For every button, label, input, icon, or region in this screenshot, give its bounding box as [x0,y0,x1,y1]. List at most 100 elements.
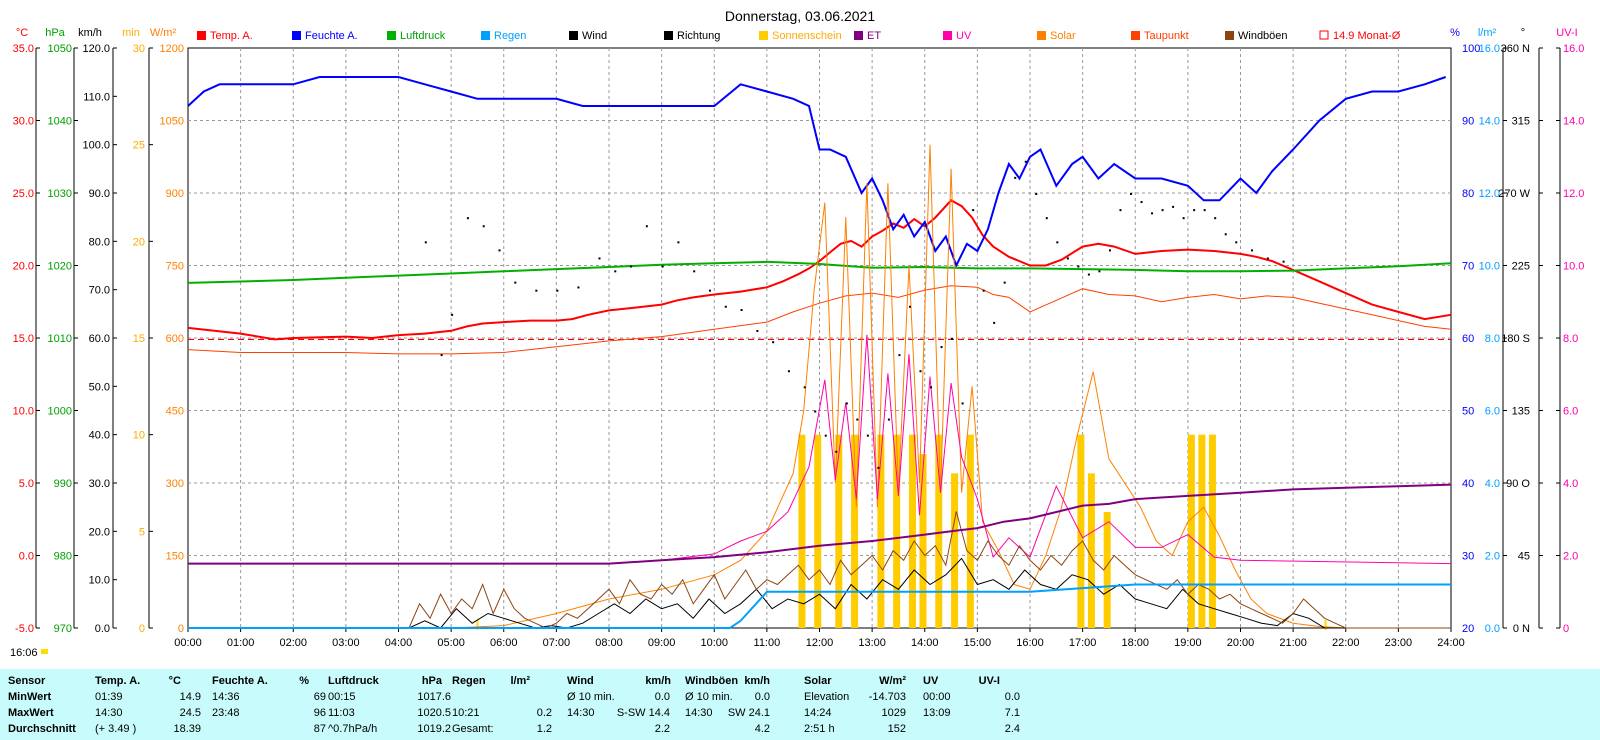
axis-unit-rain: l/m² [1478,27,1497,39]
direction-point [1224,233,1227,236]
stats-header: Luftdruck [328,675,379,687]
sunshine-bar [1077,434,1085,628]
direction-point [1035,193,1038,195]
direction-point [1108,249,1111,252]
series-line-luftdruck [187,260,1452,284]
axis-tick-label-wind: 70.0 [89,285,110,297]
axis-tick-label-solar: 750 [166,261,184,273]
sunshine-bar [951,473,959,628]
direction-point [919,370,922,373]
axis-tick-label-wind: 100.0 [82,140,110,152]
stats-value: 2:51 h [804,723,835,735]
x-tick-label: 02:00 [279,637,307,649]
stats-value: 14:36 [212,691,240,703]
direction-point [1193,209,1196,212]
axis-tick-label-humidity: 40 [1462,478,1474,490]
current-time-label: 16:06 [10,647,38,659]
x-tick-label: 15:00 [964,637,992,649]
stats-value: Gesamt: [452,723,494,735]
axis-tick-label-solar: 900 [166,188,184,200]
x-tick-label: 10:00 [700,637,728,649]
axis-tick-label-temp: 35.0 [13,43,34,55]
stats-value: 24.5 [179,707,201,719]
sunshine-bar [835,434,843,628]
direction-point [856,418,859,421]
axis-unit-humidity: % [1450,27,1460,39]
legend-swatch [759,31,768,40]
axis-tick-label-rain: 8.0 [1485,333,1500,345]
stats-value: 152 [887,723,906,735]
axis-tick-label-direction: 45 [1518,551,1530,563]
stats-header: hPa [421,675,442,687]
stats-header: °C [168,675,181,687]
legend-label: Luftdruck [400,30,446,42]
series-line-taupunkt [187,285,1452,355]
sunshine-bar [851,434,859,628]
stats-value: 13:09 [923,707,951,719]
axis-tick-label-rain: 16.0 [1479,43,1500,55]
sunshine-bar [1198,434,1206,628]
axis-unit-wind: km/h [78,27,102,39]
direction-point [1203,209,1206,212]
axis-tick-label-sunshine: 15 [133,333,145,345]
legend-label: Sonnenschein [772,30,842,42]
direction-point [951,338,954,340]
axis-tick-label-humidity: 100 [1462,43,1480,55]
x-tick-label: 16:00 [1016,637,1044,649]
direction-point [708,289,711,292]
grid [187,47,1452,629]
sunshine-bar [893,434,901,628]
direction-point [982,289,985,292]
direction-point [577,286,580,289]
legend-label: Richtung [677,30,720,42]
direction-point [845,402,848,405]
stats-value: 23:48 [212,707,240,719]
axis-tick-label-direction: 90 O [1506,478,1530,490]
sunshine-bar [919,454,927,628]
direction-point [1056,241,1059,244]
stats-value: SW 24.1 [727,707,770,719]
axis-tick-label-wind: 30.0 [89,478,110,490]
stats-value: Elevation [804,691,850,703]
direction-point [1014,176,1017,179]
stats-header: UV-I [978,675,1000,687]
legend-swatch [569,31,578,40]
axis-tick-label-sunshine: 20 [133,236,145,248]
direction-point [930,386,933,389]
direction-point [866,434,869,437]
axis-tick-label-rain: 12.0 [1479,188,1500,200]
stats-value: Ø 10 min. [685,691,733,703]
direction-point [1151,212,1154,215]
direction-point [1282,260,1285,263]
sunshine-bar [908,434,916,628]
axis-tick-label-solar: 450 [166,406,184,418]
axis-tick-label-direction: 360 N [1501,43,1530,55]
x-tick-label: 04:00 [385,637,413,649]
axis-tick-label-uv: 2.0 [1563,551,1578,563]
legend-label: UV [956,30,972,42]
axis-tick-label-wind: 10.0 [89,575,110,587]
axis-unit-uv: UV-I [1556,27,1577,39]
axis-tick-label-solar: 1200 [160,43,184,55]
direction-point [814,410,817,413]
direction-point [898,354,901,357]
axis-tick-label-wind: 80.0 [89,236,110,248]
direction-point [1140,201,1143,204]
sunshine-bar [966,434,974,628]
direction-point [887,418,890,421]
stats-header: l/m² [510,675,530,687]
axis-tick-label-solar: 1050 [160,116,184,128]
axis-tick-label-uv: 16.0 [1563,43,1584,55]
direction-point [803,386,806,389]
axis-unit-solar: W/m² [150,27,177,39]
stats-header: km/h [744,675,770,687]
legend-swatch [1319,30,1329,40]
axis-tick-label-pressure: 1020 [48,261,72,273]
stats-value: 00:00 [923,691,951,703]
direction-point [440,354,443,357]
direction-point [961,402,964,405]
stats-header: UV [923,675,939,687]
axis-tick-label-pressure: 1040 [48,116,72,128]
stats-value: 0.0 [754,691,770,703]
direction-point [1077,265,1080,268]
